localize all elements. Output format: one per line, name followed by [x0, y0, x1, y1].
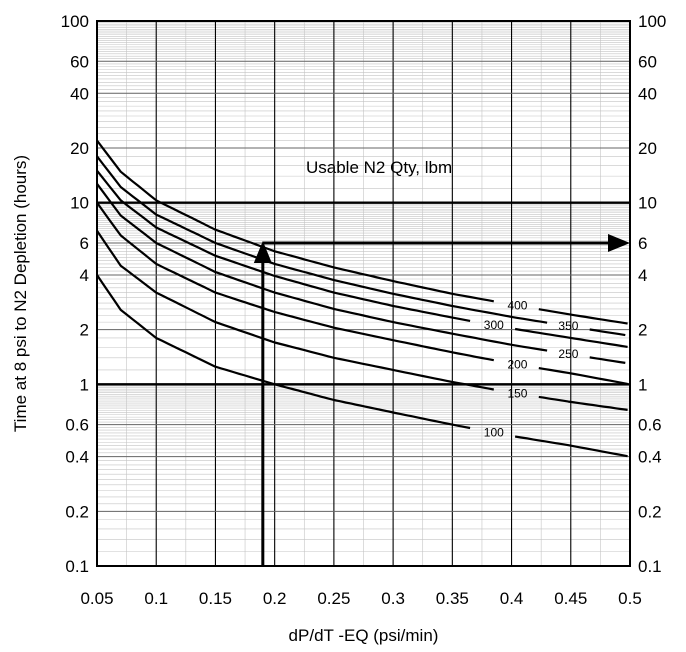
y-tick-label-right: 100 — [638, 12, 666, 31]
x-tick-label: 0.25 — [317, 589, 350, 608]
y-tick-label-left: 4 — [80, 266, 89, 285]
series-line-300 — [514, 327, 628, 348]
y-tick-label-right: 0.1 — [638, 557, 662, 576]
y-tick-label-left: 20 — [70, 139, 89, 158]
minor-grid — [97, 21, 630, 566]
x-tick-label: 0.2 — [263, 589, 287, 608]
x-tick-label: 0.35 — [436, 589, 469, 608]
series-line-250 — [589, 356, 626, 364]
y-tick-label-left: 10 — [70, 194, 89, 213]
y-axis-label: Time at 8 psi to N2 Depletion (hours) — [11, 155, 30, 432]
series-label-350: 350 — [558, 319, 578, 333]
example-right-arrowhead — [608, 233, 630, 252]
y-tick-label-left: 40 — [70, 84, 89, 103]
series-line-200 — [96, 202, 495, 362]
y-tick-label-right: 6 — [638, 234, 647, 253]
y-tick-label-left: 6 — [80, 234, 89, 253]
reference-lines — [97, 201, 630, 386]
series-line-250 — [96, 183, 548, 352]
example-reading-path — [253, 233, 630, 566]
y-tick-label-right: 0.2 — [638, 502, 662, 521]
x-tick-label: 0.5 — [618, 589, 642, 608]
series-line-400 — [538, 308, 628, 325]
series-label-100: 100 — [484, 426, 504, 440]
series-line-350 — [589, 328, 626, 337]
series-label-400: 400 — [507, 299, 527, 313]
plot-frame — [96, 20, 631, 567]
y-tick-label-right: 10 — [638, 194, 657, 213]
y-tick-label-right: 2 — [638, 321, 647, 340]
x-tick-label: 0.1 — [144, 589, 168, 608]
y-tick-label-right: 1 — [638, 375, 647, 394]
tick-labels: 0.05 0.1 0.15 0.2 0.25 0.3 0.35 0.4 0.45 0.5 0.1 0.… — [61, 12, 667, 608]
example-up-arrowhead — [253, 240, 272, 263]
x-tick-label: 0.3 — [381, 589, 405, 608]
y-tick-label-right: 0.6 — [638, 416, 662, 435]
series-line-200 — [538, 367, 628, 385]
y-tick-label-left: 0.2 — [65, 502, 89, 521]
y-tick-label-right: 40 — [638, 84, 657, 103]
y-tick-label-left: 0.6 — [65, 416, 89, 435]
series-line-150 — [96, 230, 495, 391]
x-axis-label: dP/dT -EQ (psi/min) — [289, 626, 439, 645]
y-tick-label-right: 0.4 — [638, 448, 662, 467]
y-tick-label-left: 2 — [80, 321, 89, 340]
y-tick-label-left: 0.1 — [65, 557, 89, 576]
x-tick-label: 0.15 — [199, 589, 232, 608]
series-line-300 — [96, 170, 471, 322]
usable-n2-annotation: Usable N2 Qty, lbm — [306, 158, 452, 177]
series-line-100 — [96, 274, 471, 430]
series-label-250: 250 — [558, 347, 578, 361]
y-tick-label-right: 20 — [638, 139, 657, 158]
y-tick-label-left: 1 — [80, 375, 89, 394]
y-tick-label-right: 4 — [638, 266, 647, 285]
series-line-150 — [538, 395, 628, 411]
series-label-150: 150 — [507, 387, 527, 401]
x-tick-label: 0.45 — [554, 589, 587, 608]
series-line-350 — [96, 155, 548, 324]
series-line-100 — [514, 435, 628, 458]
series-label-200: 200 — [507, 358, 527, 372]
y-tick-label-left: 0.4 — [65, 448, 89, 467]
series-label-300: 300 — [484, 318, 504, 332]
series-line-400 — [96, 139, 495, 303]
x-tick-label: 0.4 — [500, 589, 524, 608]
y-tick-label-right: 60 — [638, 52, 657, 71]
y-tick-label-left: 60 — [70, 52, 89, 71]
y-tick-label-left: 100 — [61, 12, 89, 31]
series-group: 100 150 200 250 300 350 400 — [96, 139, 628, 458]
x-tick-label: 0.05 — [80, 589, 113, 608]
